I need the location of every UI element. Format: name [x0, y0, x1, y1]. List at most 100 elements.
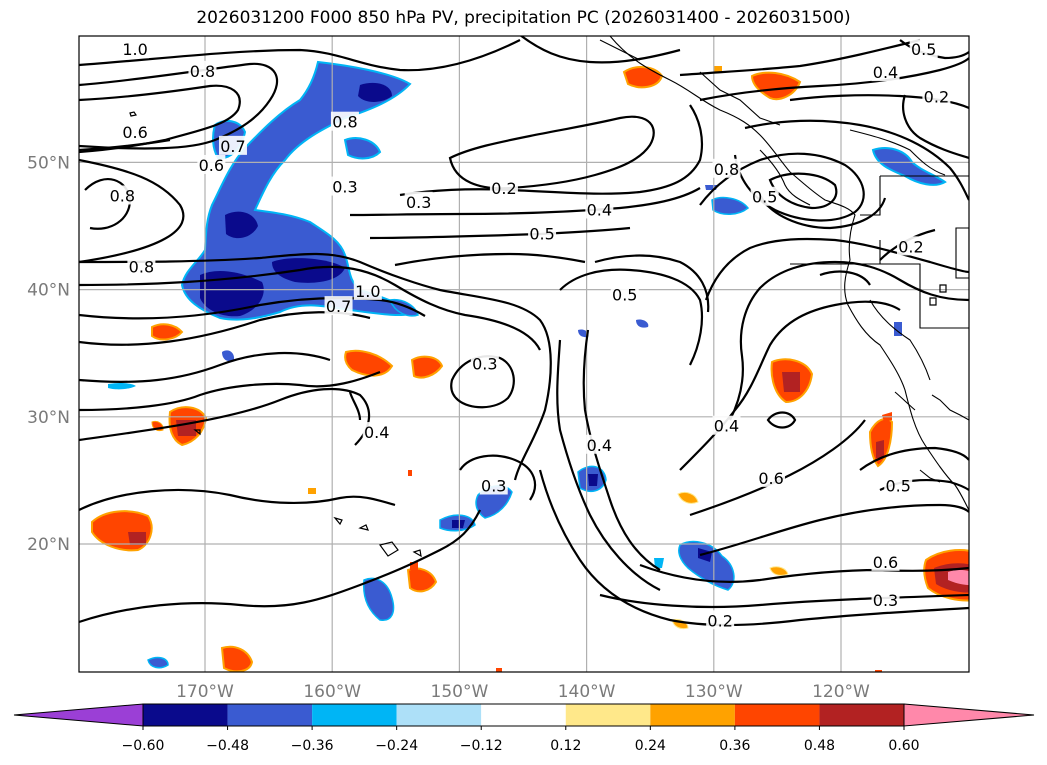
- colorbar-tick-label: −0.48: [206, 738, 249, 754]
- contour-label-bg: [188, 60, 217, 80]
- lat-tick-label: 40°N: [27, 281, 70, 301]
- colorbar-tick-label: −0.24: [375, 738, 418, 754]
- contour-label-bg: [884, 475, 913, 495]
- contour-label: 0.3: [873, 591, 898, 610]
- contour-label-bg: [712, 158, 741, 178]
- contour-label: 0.7: [220, 137, 245, 156]
- contour-label: 0.4: [364, 423, 389, 442]
- coastlines: [599, 36, 969, 511]
- contour-label-bg: [353, 280, 382, 300]
- contour-label-bg: [127, 256, 156, 276]
- contour-label-bg: [757, 467, 786, 487]
- lon-tick-label: 170°W: [176, 682, 234, 702]
- colorbar-segment: [565, 704, 651, 726]
- contour-label: 0.6: [758, 469, 783, 488]
- contour-label: 0.8: [190, 62, 215, 81]
- lat-tick-label: 50°N: [27, 153, 70, 173]
- contour-label: 0.6: [873, 553, 898, 572]
- contour-label: 0.2: [491, 179, 516, 198]
- colorbar-max-extend: [903, 703, 1035, 727]
- contour-label-bg: [121, 39, 150, 59]
- contour-label: 0.6: [122, 123, 147, 142]
- contour-label: 0.5: [529, 225, 554, 244]
- contour-label: 0.3: [481, 476, 506, 495]
- contour-label-bg: [108, 185, 137, 205]
- colorbar-tick-label: 0.60: [888, 738, 919, 754]
- colorbar-tick-label: 0.36: [719, 738, 750, 754]
- colorbar: [13, 703, 1035, 727]
- contour-label-bg: [330, 176, 359, 196]
- map-frame: [78, 35, 970, 673]
- colorbar-segment: [143, 704, 228, 726]
- contour-label: 0.5: [752, 188, 777, 207]
- colorbar-segment: [227, 704, 313, 726]
- colorbar-tick-label: 0.24: [635, 738, 666, 754]
- lon-tick-label: 140°W: [558, 682, 616, 702]
- colorbar-segment: [734, 704, 820, 726]
- contour-label: 0.3: [332, 178, 357, 197]
- contour-label-bg: [585, 199, 614, 219]
- contour-label-bg: [121, 121, 150, 141]
- contour-label: 0.3: [472, 354, 497, 373]
- contour-label-bg: [479, 475, 508, 495]
- colorbar-segment: [481, 704, 566, 726]
- contour-label: 0.4: [587, 436, 612, 455]
- contour-label-bg: [610, 284, 639, 304]
- contour-label-bg: [871, 551, 900, 571]
- graticule: [79, 36, 969, 672]
- colorbar-outline: [142, 703, 905, 727]
- contour-label-bg: [362, 422, 391, 442]
- contour-label-bg: [712, 415, 741, 435]
- contour-labels: 1.00.80.60.80.60.70.80.30.81.00.70.30.20…: [108, 39, 951, 630]
- contour-label: 0.4: [873, 63, 898, 82]
- contour-label: 0.5: [612, 286, 637, 305]
- colorbar-min-extend: [13, 703, 144, 727]
- colorbar-tick-label: −0.12: [460, 738, 503, 754]
- contour-label: 0.2: [924, 87, 949, 106]
- contour-label-bg: [324, 296, 353, 316]
- contour-label-bg: [871, 589, 900, 609]
- contour-label: 0.4: [714, 417, 739, 436]
- colorbar-labels: −0.60 −0.48 −0.36 −0.24 −0.12 0.12 0.24 0.36 0.4…: [122, 726, 920, 754]
- contour-label: 0.2: [707, 611, 732, 630]
- contour-label-bg: [909, 39, 938, 59]
- colorbar-segment: [312, 704, 397, 726]
- map-background: [79, 36, 969, 672]
- longitude-labels: 170°W 160°W 150°W 140°W 130°W 120°W: [176, 682, 870, 702]
- lat-tick-label: 30°N: [27, 408, 70, 428]
- contour-label: 0.8: [332, 113, 357, 132]
- contour-label-bg: [871, 62, 900, 82]
- lon-tick-label: 160°W: [303, 682, 361, 702]
- colorbar-segment: [396, 704, 482, 726]
- contour-label-bg: [896, 236, 925, 256]
- contour-label: 0.3: [406, 193, 431, 212]
- contour-label-bg: [470, 353, 499, 373]
- colorbar-tick-label: 0.48: [804, 738, 835, 754]
- lat-tick-label: 20°N: [27, 535, 70, 555]
- colorbar-tick-label: −0.60: [122, 738, 165, 754]
- contour-label-bg: [218, 135, 247, 155]
- contour-label: 0.5: [911, 40, 936, 59]
- lon-tick-label: 150°W: [431, 682, 489, 702]
- contour-label-bg: [706, 610, 735, 630]
- contour-label: 0.4: [587, 200, 612, 219]
- contour-label: 0.8: [110, 186, 135, 205]
- contour-label-bg: [197, 154, 226, 174]
- contour-label: 0.8: [129, 258, 154, 277]
- lon-tick-label: 120°W: [812, 682, 870, 702]
- contour-label-bg: [489, 177, 518, 197]
- contour-label: 1.0: [355, 282, 380, 301]
- contour-label-bg: [528, 223, 557, 243]
- contour-label: 0.5: [886, 476, 911, 495]
- contour-label-bg: [750, 186, 779, 206]
- contour-label-bg: [585, 434, 614, 454]
- colorbar-segment: [819, 704, 904, 726]
- colorbar-tick-label: 0.12: [550, 738, 581, 754]
- contour-label: 0.8: [714, 160, 739, 179]
- island-outlines: [129, 111, 947, 558]
- precip-shading: [91, 60, 969, 672]
- contour-label: 1.0: [122, 40, 147, 59]
- contour-label: 0.7: [326, 297, 351, 316]
- latitude-labels: 20°N 30°N 40°N 50°N: [27, 153, 70, 555]
